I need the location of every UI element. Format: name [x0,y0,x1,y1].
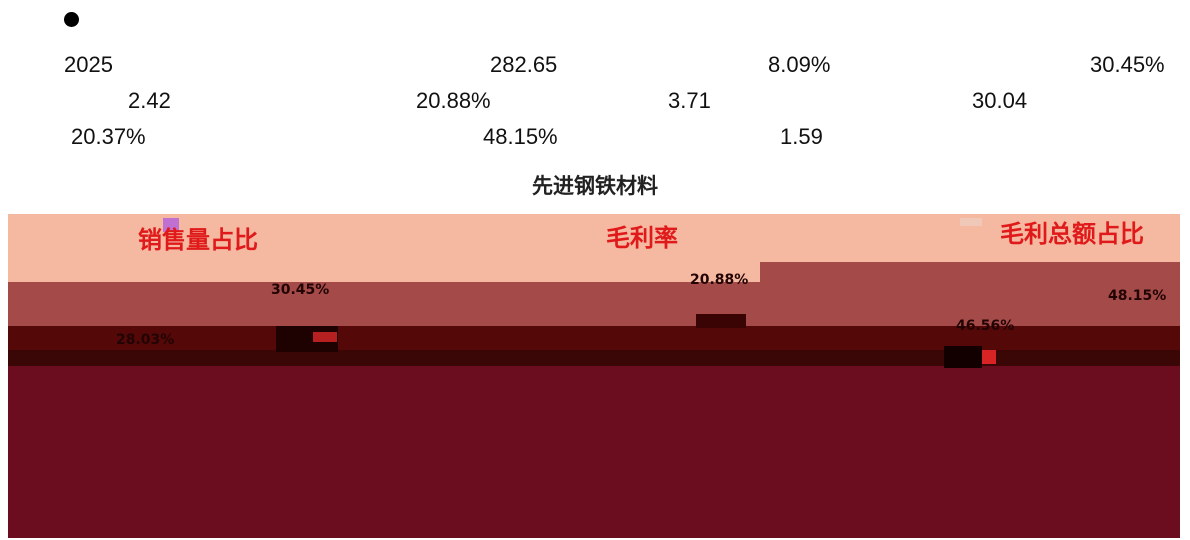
band-darker [8,350,1180,366]
glitch-block [944,346,982,368]
panel-title-gross-profit-share: 毛利总额占比 [1000,220,1144,248]
figure-image: 销售量占比 毛利率 毛利总额占比 30.45% 28.03% 20.88% 48… [8,214,1180,538]
glitch-block [163,218,179,232]
figure-title: 先进钢铁材料 [532,174,658,198]
glitch-block [960,218,982,226]
glitch-block [696,314,746,328]
gross-profit-share-value-1: 48.15% [1108,288,1167,304]
band-step [760,262,1180,282]
row1-value-2: 8.09% [768,52,831,77]
bullet-marker [64,12,79,27]
row2-value-1: 2.42 [128,88,171,113]
gross-margin-value: 20.88% [690,272,749,288]
row2-value-2: 20.88% [416,88,491,113]
row2-value-4: 30.04 [972,88,1028,113]
sales-share-value-2: 28.03% [116,332,175,348]
row3-value-1: 20.37% [71,124,146,149]
gross-profit-share-value-2: 46.56% [956,318,1015,334]
year-value: 2025 [64,52,113,77]
glitch-block [313,332,337,342]
panel-title-sales-share: 销售量占比 [138,226,258,254]
row1-value-3: 30.45% [1090,52,1165,77]
row3-value-3: 1.59 [780,124,823,149]
glitch-block [982,350,996,364]
row1-value-1: 282.65 [490,52,558,77]
sales-share-value-1: 30.45% [271,282,330,298]
band-mid [8,282,1180,326]
band-dark [8,326,1180,350]
row2-value-3: 3.71 [668,88,711,113]
panel-title-gross-margin: 毛利率 [606,224,678,252]
row3-value-2: 48.15% [483,124,558,149]
